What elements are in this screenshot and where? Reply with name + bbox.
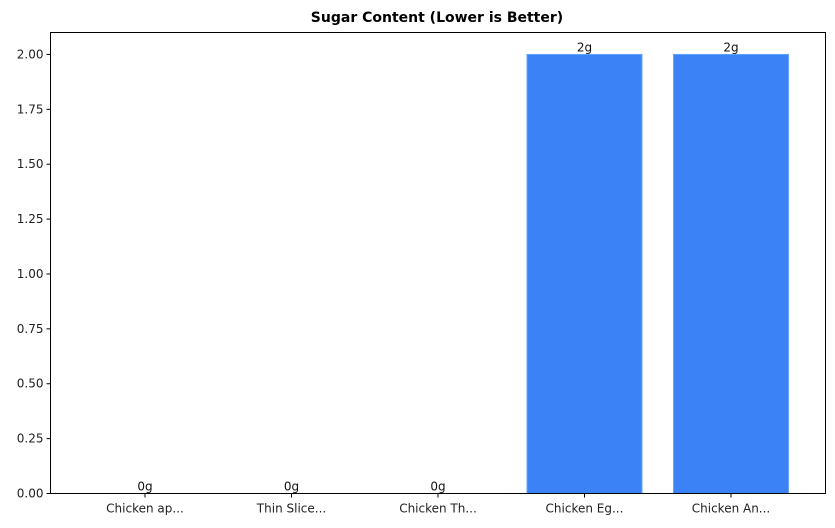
y-tick-label: 0.25 xyxy=(17,432,44,446)
bars: 0g 0g 0g 2g 2g xyxy=(137,40,789,494)
bar-value-label: 2g xyxy=(723,40,738,54)
bar-value-label: 0g xyxy=(284,480,299,494)
x-tick-label: Chicken ap... xyxy=(106,502,184,516)
bar xyxy=(526,53,643,494)
y-tick-label: 2.00 xyxy=(17,47,44,61)
y-tick-label: 1.00 xyxy=(17,267,44,281)
y-tick-label: 0.00 xyxy=(17,487,44,501)
x-tick-label: Chicken Th... xyxy=(399,502,477,516)
bar-value-label: 0g xyxy=(430,480,445,494)
y-tick-label: 0.75 xyxy=(17,322,44,336)
x-tick-label: Thin Slice... xyxy=(256,502,326,516)
y-tick-label: 1.75 xyxy=(17,102,44,116)
y-tick-label: 1.25 xyxy=(17,212,44,226)
x-axis: Chicken ap... Thin Slice... Chicken Th... C… xyxy=(106,493,771,516)
bar xyxy=(673,53,789,494)
bar-value-label: 0g xyxy=(137,480,152,494)
y-tick-label: 0.50 xyxy=(17,377,44,391)
x-tick-label: Chicken An... xyxy=(692,502,771,516)
y-tick-label: 1.50 xyxy=(17,157,44,171)
plot-frame xyxy=(50,32,826,494)
chart-title: Sugar Content (Lower is Better) xyxy=(311,10,563,26)
bar-value-label: 2g xyxy=(577,40,592,54)
y-axis: 0.00 0.25 0.50 0.75 1.00 1.25 1.50 1.75 2.00 xyxy=(17,47,51,501)
x-tick-label: Chicken Eg... xyxy=(546,502,624,516)
